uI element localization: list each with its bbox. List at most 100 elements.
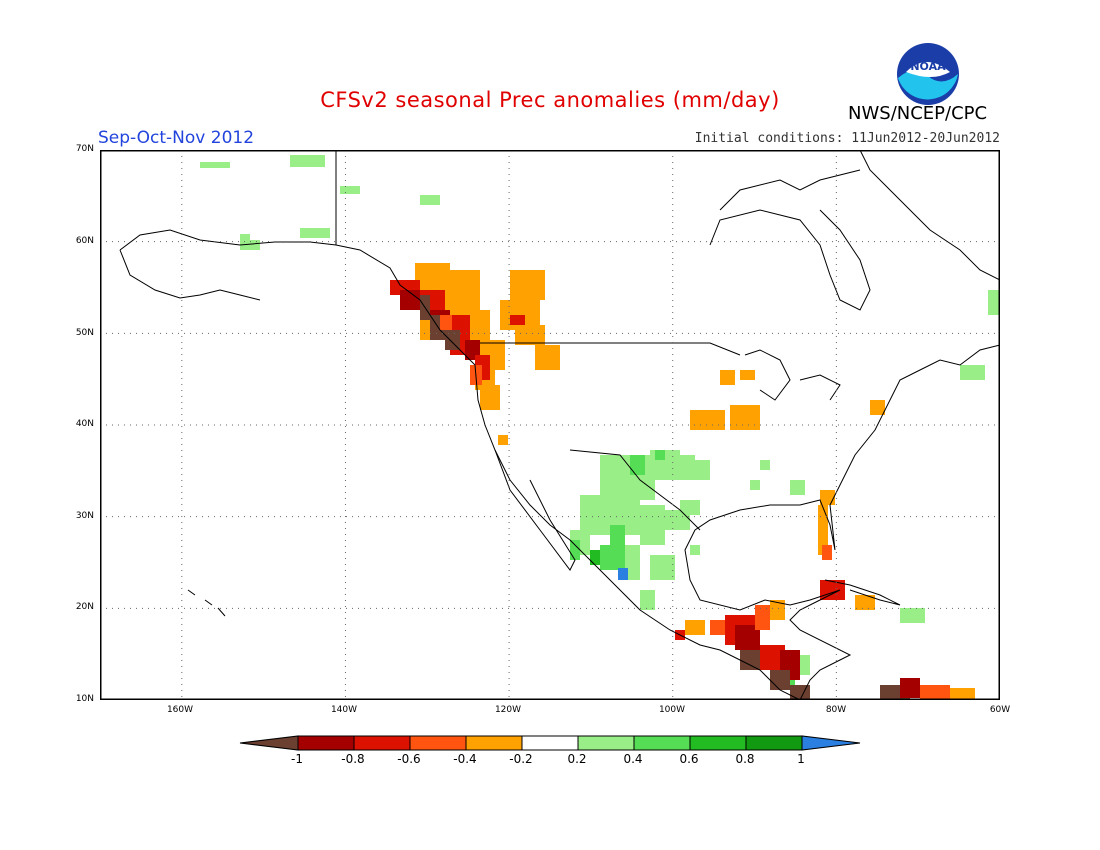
colorbar-segment [745,735,803,751]
season-label: Sep-Oct-Nov 2012 [98,128,255,148]
anomaly-cell [640,590,655,610]
anomaly-cell [855,595,875,610]
colorbar-segment [353,735,411,751]
coastline-segment [119,249,261,301]
anomaly-cell [770,670,790,690]
coastline-segment [709,209,871,311]
anomaly-cell [590,550,600,565]
anomaly-cell [510,315,525,325]
coastline-segment [187,589,226,617]
map-frame [100,150,1000,700]
coastline-segment [494,449,576,571]
colorbar-label: -0.6 [397,752,421,766]
anomaly-cell [685,620,705,635]
anomaly-cell [920,685,950,700]
coastline-segment [719,169,861,211]
anomaly-cell [730,405,760,430]
anomaly-cell [600,455,655,500]
colorbar-label: -0.2 [509,752,533,766]
graticule [100,150,1000,700]
anomaly-cell [988,290,1000,315]
anomaly-cell [950,688,975,700]
coastline-segment [824,579,901,606]
colorbar-segment [577,735,635,751]
anomaly-cell [535,345,560,370]
anomaly-cell [610,525,625,570]
colorbar-segment [689,735,747,751]
coastline-segment [859,150,1000,281]
anomaly-cell [630,455,645,475]
logo-text: NOAA [910,60,946,73]
anomaly-cell [818,505,828,555]
anomaly-cell [770,600,785,620]
anomaly-cell [300,228,330,238]
map-title: CFSv2 seasonal Prec anomalies (mm/day) [320,88,780,112]
anomaly-cell [655,450,665,460]
anomaly-cell [290,155,325,167]
anomaly-cell [240,240,260,250]
anomaly-cell [710,620,725,635]
colorbar-segment [465,735,523,751]
anomaly-cell [740,370,755,380]
coastline-segment [799,374,841,401]
colorbar-label: 0.8 [735,752,755,766]
colorbar-arrow-high [801,735,861,751]
colorbar-label: -0.8 [341,752,365,766]
anomaly-cell [790,480,805,495]
noaa-logo: NOAA [897,43,959,105]
anomaly-cell [680,500,700,515]
colorbar-segment [409,735,467,751]
colorbar-arrow-low [239,735,299,751]
coastline-segment [744,349,791,401]
lat-label-10n: 10N [75,694,94,704]
anomaly-cell [498,435,508,445]
anomaly-cell [720,370,735,385]
anomaly-cell [200,162,230,168]
colorbar-label: 0.6 [679,752,699,766]
anomaly-cell [755,605,770,630]
agency-label: NWS/NCEP/CPC [848,103,988,124]
anomaly-cell [618,568,628,580]
anomaly-cell [675,455,695,470]
anomaly-cell [400,290,425,310]
anomaly-cell [760,460,770,470]
anomaly-cell [690,410,725,430]
colorbar-segment [633,735,691,751]
colorbar-label: -0.4 [453,752,477,766]
anomaly-cell [822,545,832,560]
colorbar [239,735,861,751]
colorbar-label: 0.2 [567,752,587,766]
anomaly-cell [510,270,545,300]
lon-label-160w: 160W [166,705,194,715]
anomaly-cell [445,330,460,350]
anomaly-cell [440,315,452,330]
coastline-segment [569,449,701,531]
lon-label-120w: 120W [494,705,522,715]
anomaly-cell [900,678,920,698]
anomaly-cell [340,186,360,194]
lon-label-100w: 100W [658,705,686,715]
anomaly-cell [515,325,545,345]
anomaly-cell [480,385,500,410]
lat-label-20n: 20N [75,602,94,612]
anomaly-cell [420,195,440,205]
lat-label-60n: 60N [75,236,94,246]
colorbar-label: 1 [797,752,805,766]
colorbar-label: -1 [291,752,303,766]
coastline-segment [480,342,741,356]
lat-label-50n: 50N [75,328,94,338]
colorbar-segment [297,735,355,751]
initial-conditions-label: Initial conditions: 11Jun2012-20Jun2012 [694,131,1000,146]
anomaly-cell [450,270,480,310]
lon-label-80w: 80W [825,705,847,715]
lon-label-60w: 60W [989,705,1011,715]
anomaly-cell [650,555,675,580]
anomaly-cell [570,540,580,560]
lat-label-30n: 30N [75,511,94,521]
anomaly-cell [800,655,810,675]
coastline-segment [684,344,1000,700]
anomaly-map [100,150,1000,700]
anomaly-cell [900,608,925,623]
lon-label-140w: 140W [330,705,358,715]
anomaly-cell [740,650,765,670]
